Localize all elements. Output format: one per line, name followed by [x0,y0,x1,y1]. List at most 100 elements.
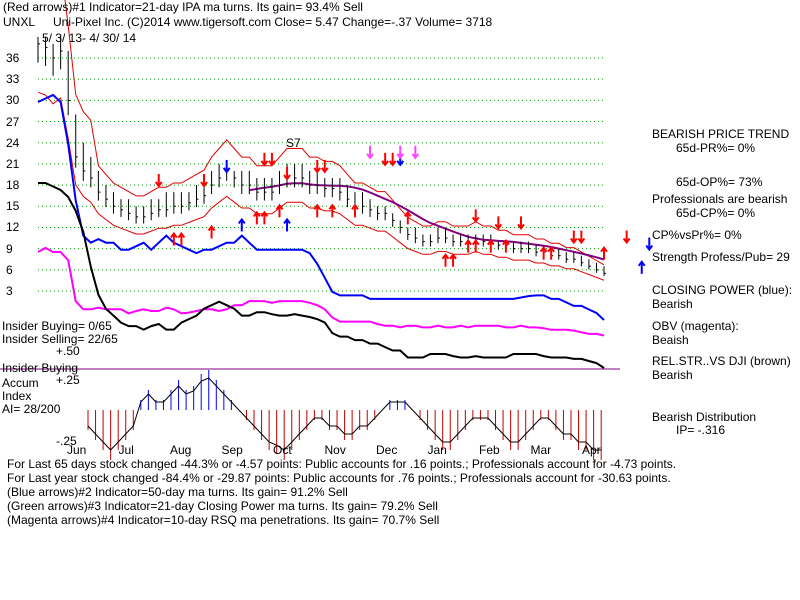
y-tick-label: 12 [6,220,20,235]
professionals-status: Professionals are bearish [652,192,788,206]
ip-value: IP= -.316 [676,423,726,437]
red-down-arrow-icon-head [577,237,586,245]
distribution-title: Bearish Distribution [652,410,757,424]
closing-power-line [37,93,605,321]
blue-up-arrow-icon-head [237,217,246,225]
relative-strength-line [38,182,605,369]
month-label: Nov [324,443,346,457]
y-tick-label: 27 [6,114,20,129]
red-up-arrow-icon-head [260,210,269,217]
y-tick-label: 6 [6,262,13,277]
red-down-arrow-icon-head [494,223,503,231]
price-band [37,0,605,281]
red-up-arrow-icon-head [502,238,510,246]
price-bars [37,36,606,277]
indicator-1-text: (Red arrows)#1 Indicator=21-day IPA ma t… [3,0,363,14]
red-down-arrow-icon-head [320,167,329,174]
y-tick-label: 18 [6,178,20,193]
insider-buying-label: Insider Buying [2,361,79,375]
signal-arrows [154,145,654,274]
closing-power-path [37,93,605,321]
red-up-arrow-icon-head [328,203,337,210]
month-label: Sep [221,443,243,457]
blue-down-arrow-icon-head [396,160,405,167]
ma-hidden [38,183,378,259]
red-down-arrow-icon-head [388,160,397,167]
obv-path [37,246,605,337]
blue-down-arrow-icon-head [645,244,654,252]
month-label: Feb [479,443,500,457]
y-tick-label: 9 [6,241,13,256]
month-label: Jul [118,443,134,457]
month-label: Oct [273,443,292,457]
cp-value: 65d-CP%= 0% [676,206,756,220]
magenta-down-arrow-icon-head [411,153,420,160]
ticker-symbol: UNXL [3,15,36,29]
ma-50-line [249,182,605,261]
index-label: Index [2,389,32,403]
y-tick-label: 15 [6,199,20,214]
red-down-arrow-icon-head [517,223,525,231]
month-label: Jan [427,443,447,457]
footer-blue-arrows: (Blue arrows)#2 Indicator=50-day ma turn… [7,485,348,499]
month-label: Dec [376,443,398,457]
insider-selling-count: Insider Selling= 22/65 [2,332,118,346]
red-up-arrow-icon-head [539,246,548,253]
y-tick-label: 30 [6,93,20,108]
accum-ma-line [87,377,602,451]
relstr-status: Bearish [652,368,693,382]
red-up-arrow-icon-head [351,203,359,210]
red-up-arrow-icon-head [170,231,178,239]
stock-info-line: Uni-Pixel Inc. (C)2014 www.tigersoft.com… [53,15,493,29]
red-down-arrow-icon-head [268,160,276,167]
y-tick-label: 24 [6,135,20,150]
red-down-arrow-icon-head [260,160,269,167]
y-tick-label: 3 [6,284,13,298]
insider-buying-count: Insider Buying= 0/65 [2,319,112,333]
cp-vs-pr: CP%vsPr%= 0% [652,228,742,242]
footer-last-year: For Last year stock changed -84.4% or -2… [7,471,671,485]
minus-25-label: -.25 [56,434,77,448]
month-label: Jun [67,443,87,457]
red-down-arrow-icon-head [200,181,208,188]
y-tick-label: 36 [6,51,20,65]
relstr-title: REL.STR..VS DJI (brown) [652,354,791,368]
red-up-arrow-icon-head [403,210,412,217]
s7-annotation: S7 [286,136,301,150]
red-up-arrow-icon-head [449,253,457,260]
upper-band-line [64,0,605,266]
red-down-arrow-icon-head [471,216,480,223]
month-label: Aug [170,443,192,457]
rel-strength-path [38,182,605,369]
magenta-down-arrow-icon-head [366,153,374,160]
price-gridlines [38,57,605,292]
blue-up-arrow-icon-head [283,217,291,225]
red-down-arrow-icon-head [154,181,163,188]
magenta-down-arrow-icon-head [396,153,405,160]
red-down-arrow-icon-head [283,174,291,181]
accumulation-index-bars [87,370,602,460]
blue-up-arrow-icon-head [637,260,646,267]
red-down-arrow-icon-head [570,237,578,245]
y-tick-label: 33 [6,72,20,87]
red-down-arrow-icon-head [622,237,631,245]
plus-50-label: +.50 [56,344,80,358]
pr-value: 65d-PR%= 0% [676,141,756,155]
month-label: Apr [582,443,601,457]
month-label: Mar [530,443,552,457]
obv-line [37,246,605,337]
lower-band-line [37,91,605,281]
red-down-arrow-icon-head [313,167,322,174]
red-up-arrow-icon-head [441,253,450,260]
obv-status: Beaish [652,333,689,347]
blue-down-arrow-icon-head [222,167,231,174]
ai-label: AI= 28/200 [2,402,61,416]
y-tick-label: 21 [6,156,20,171]
closing-power-title: CLOSING POWER (blue): [652,283,793,297]
red-up-arrow-icon-head [253,210,261,217]
red-up-arrow-icon-head [547,246,555,253]
moving-average-line [38,182,605,261]
plus-25-label: +.25 [56,373,80,387]
red-up-arrow-icon-head [471,238,480,246]
